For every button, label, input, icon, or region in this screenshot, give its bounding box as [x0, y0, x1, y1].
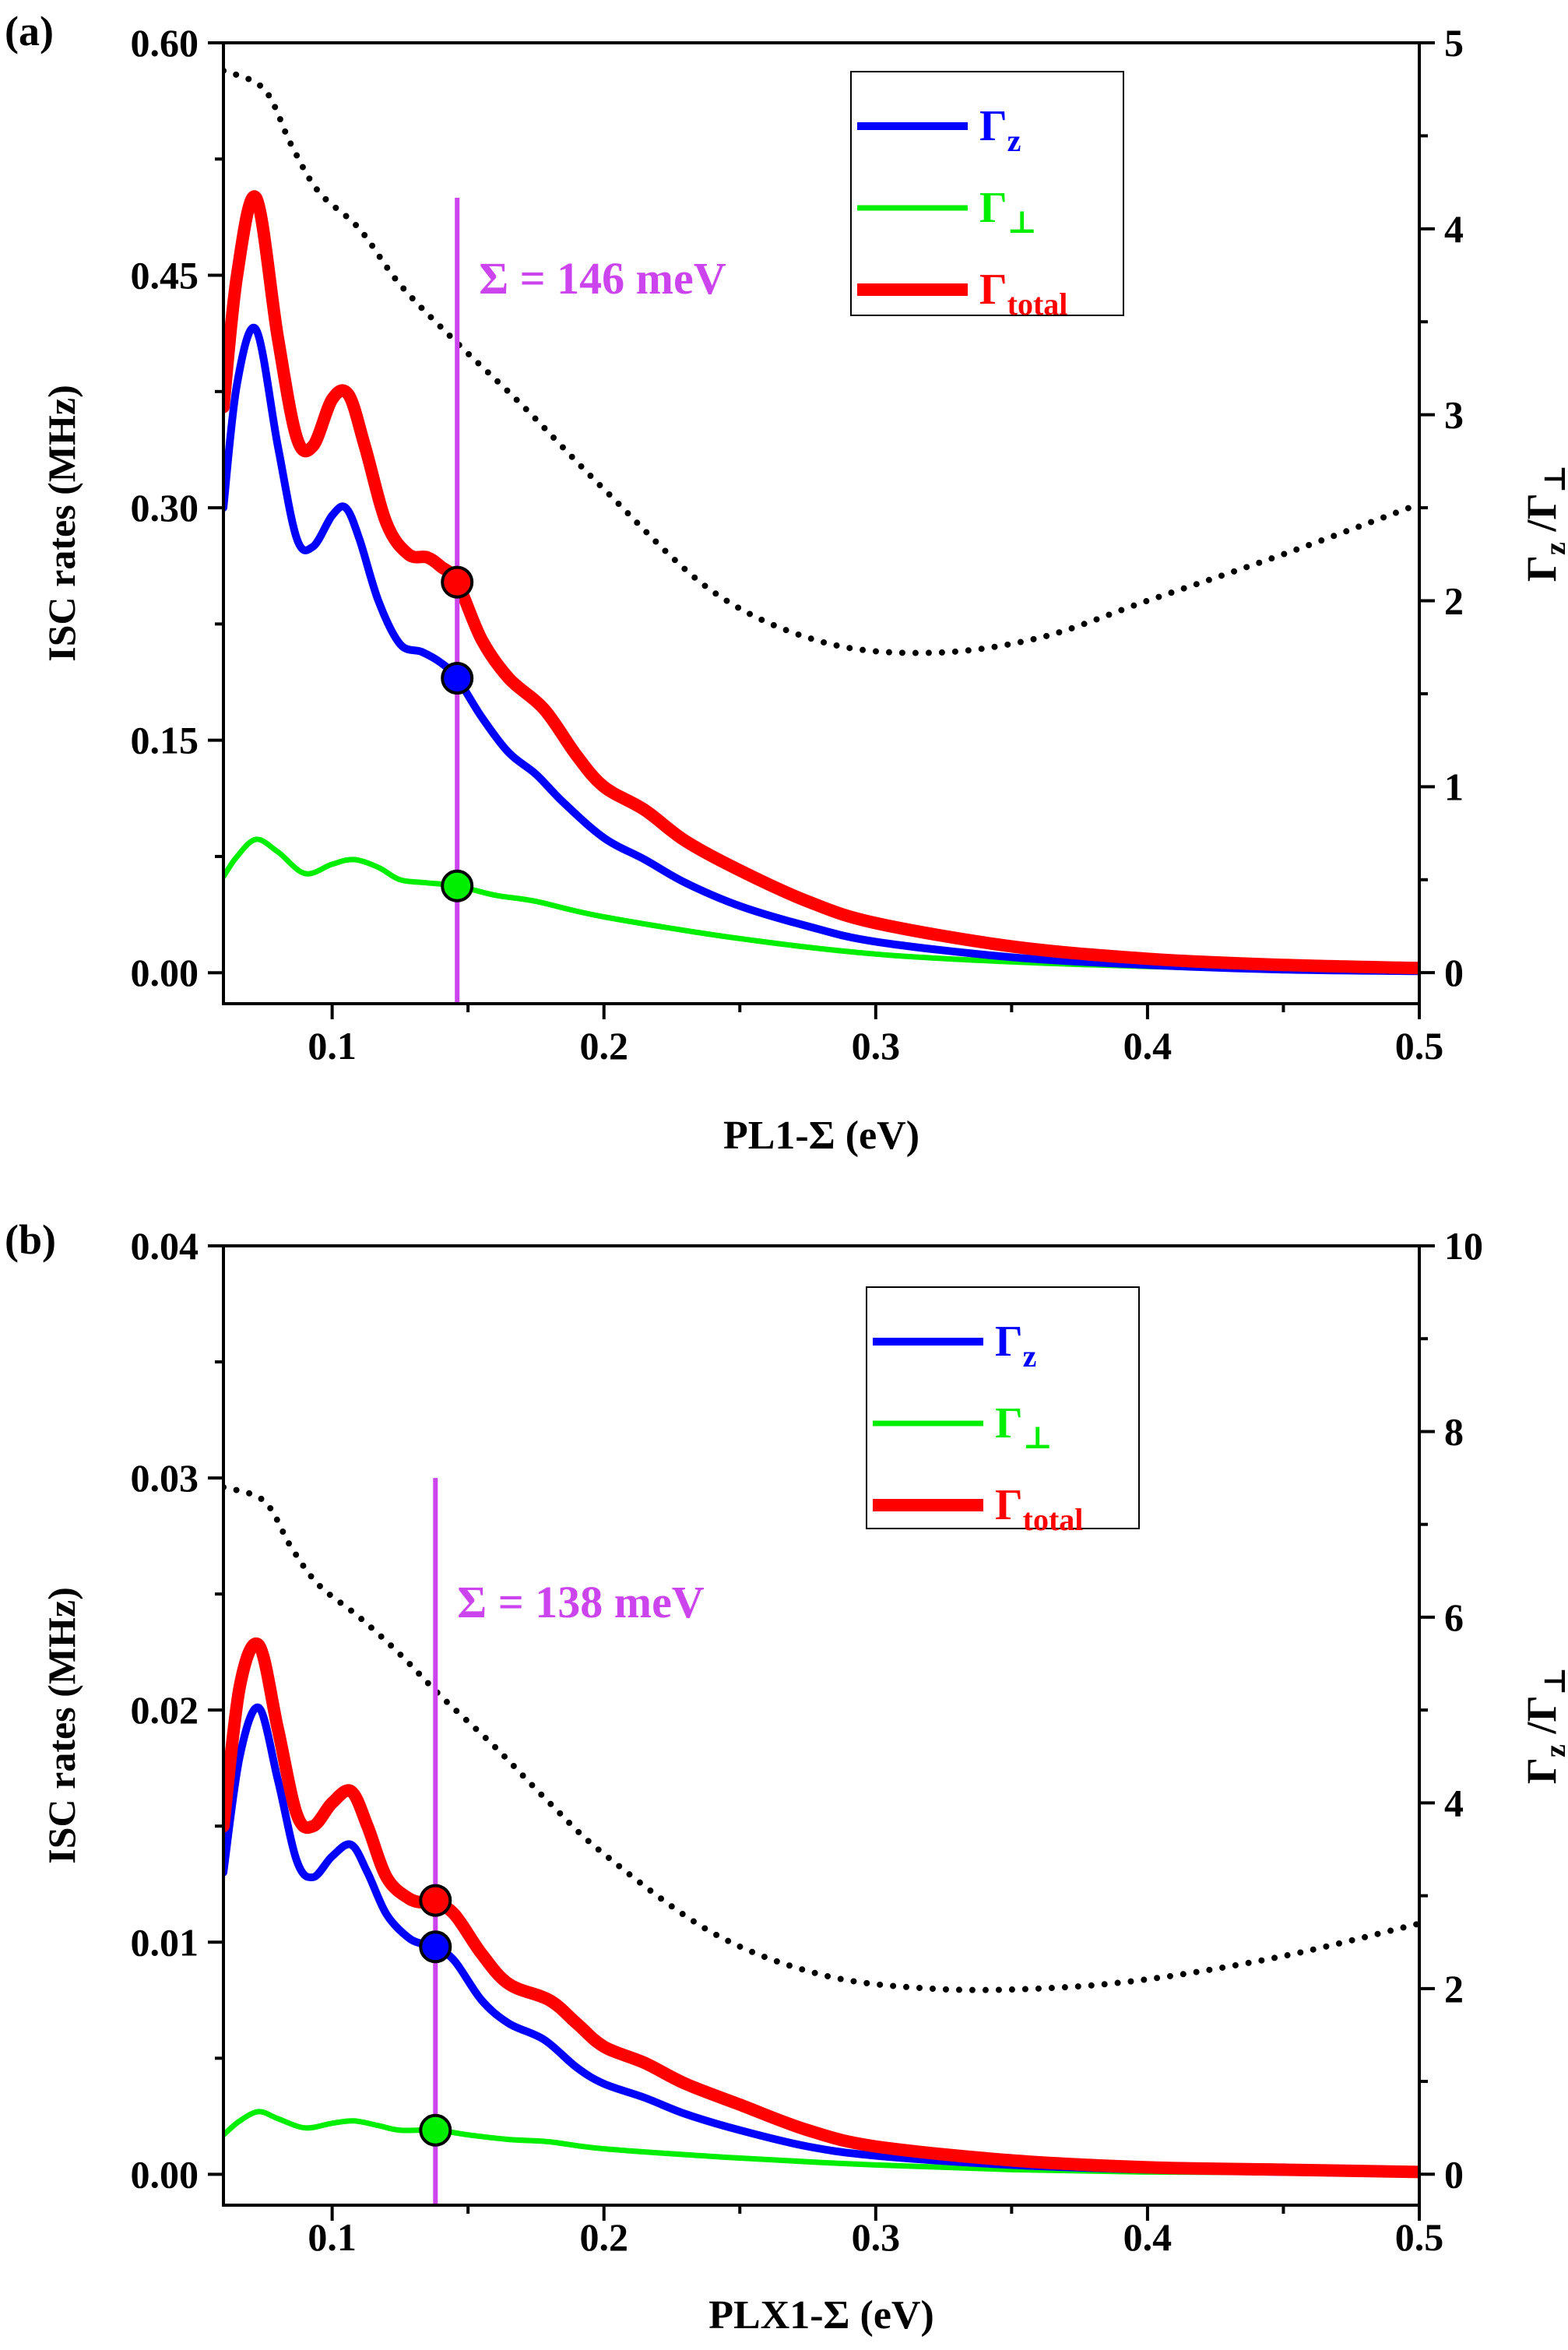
- y-right-tick-label: 2: [1444, 579, 1464, 623]
- x-tick-label: 0.2: [579, 1024, 628, 1068]
- legend-label: Γz: [979, 102, 1021, 158]
- y-left-axis-label: ISC rates (MHz): [40, 1587, 83, 1863]
- legend-label: Γtotal: [995, 1481, 1083, 1537]
- plot-frame: [222, 41, 1421, 1005]
- x-axis-label: PLX1-Σ (eV): [708, 2293, 934, 2338]
- x-tick-label: 0.4: [1123, 2215, 1172, 2259]
- sigma-label: Σ = 138 meV: [457, 1577, 705, 1627]
- plot-area: [223, 67, 1419, 976]
- legend-label: Γtotal: [979, 266, 1067, 322]
- series-line-ratio: [223, 67, 1419, 656]
- series-line-gamma-z: [223, 1703, 1419, 2177]
- y-left-tick-label: 0.00: [131, 2152, 199, 2196]
- series-line-ratio: [223, 1484, 1419, 1993]
- legend: Γz Γ⊥ Γtotal: [866, 1286, 1140, 1537]
- marker-perp: [441, 869, 474, 902]
- y-left-tick-label: 0.30: [131, 486, 199, 529]
- marker-total: [441, 565, 474, 599]
- y-right-tick-label: 2: [1444, 1967, 1464, 2011]
- series-line-gamma-z: [223, 323, 1419, 976]
- x-tick-label: 0.4: [1123, 1024, 1172, 1068]
- panel-b-label: (b): [5, 1216, 56, 1263]
- x-tick-label: 0.1: [308, 2215, 357, 2259]
- y-right-tick-label: 1: [1444, 765, 1464, 808]
- x-axis-label: PL1-Σ (eV): [723, 1113, 919, 1158]
- y-right-axis-label: Γz /Γ⊥: [1518, 465, 1568, 582]
- legend-label: Γ⊥: [995, 1399, 1053, 1455]
- series-line-gamma-total: [223, 190, 1419, 975]
- y-right-tick-label: 4: [1444, 1781, 1464, 1824]
- x-tick-label: 0.3: [852, 2215, 901, 2259]
- series-line-gamma-total: [223, 1637, 1419, 2179]
- legend-box: [866, 1286, 1140, 1529]
- y-right-tick-label: 10: [1444, 1224, 1483, 1268]
- legend: Γz Γ⊥ Γtotal: [850, 71, 1124, 322]
- y-right-tick-label: 0: [1444, 951, 1464, 994]
- marker-z: [441, 662, 474, 695]
- y-left-tick-label: 0.03: [131, 1456, 199, 1500]
- y-left-axis-label: ISC rates (MHz): [40, 385, 83, 661]
- x-tick-label: 0.5: [1395, 2215, 1444, 2259]
- legend-label: Γz: [995, 1317, 1036, 1374]
- panel-a-label: (a): [5, 8, 54, 55]
- marker-perp: [419, 2113, 452, 2147]
- y-left-tick-label: 0.01: [131, 1920, 199, 1964]
- y-left-tick-label: 0.60: [131, 21, 199, 65]
- x-tick-label: 0.5: [1395, 1024, 1444, 1068]
- panel-b-chart: Σ = 138 meV 0.1 0.2 0.3 0.4 0.5 0.00 0.01 0.02 0.…: [40, 1224, 1568, 2338]
- y-right-tick-label: 5: [1444, 21, 1464, 65]
- plot-frame: [222, 1244, 1421, 2207]
- y-right-tick-label: 8: [1444, 1409, 1464, 1453]
- x-tick-label: 0.1: [308, 1024, 357, 1068]
- y-left-tick-label: 0.15: [131, 719, 199, 762]
- panel-a-chart: Σ = 146 meV 0.1 0.2 0.3 0.4 0.5 0.00 0.15 0.30 0.…: [40, 21, 1568, 1158]
- legend-box: [850, 71, 1124, 316]
- y-right-tick-label: 3: [1444, 393, 1464, 437]
- plot-area: [223, 1484, 1419, 2179]
- marker-total: [419, 1884, 452, 1917]
- x-tick-label: 0.2: [579, 2215, 628, 2259]
- y-right-axis-label: Γz /Γ⊥: [1518, 1667, 1568, 1785]
- y-left-tick-label: 0.02: [131, 1688, 199, 1732]
- sigma-label: Σ = 146 meV: [479, 253, 726, 304]
- y-left-tick-label: 0.00: [131, 951, 199, 994]
- marker-z: [419, 1930, 452, 1964]
- y-left-tick-label: 0.04: [131, 1224, 199, 1268]
- y-left-tick-label: 0.45: [131, 254, 199, 297]
- y-right-tick-label: 6: [1444, 1595, 1464, 1639]
- y-right-tick-label: 0: [1444, 2152, 1464, 2196]
- legend-label: Γ⊥: [979, 184, 1037, 240]
- y-right-tick-label: 4: [1444, 207, 1464, 251]
- x-tick-label: 0.3: [852, 1024, 901, 1068]
